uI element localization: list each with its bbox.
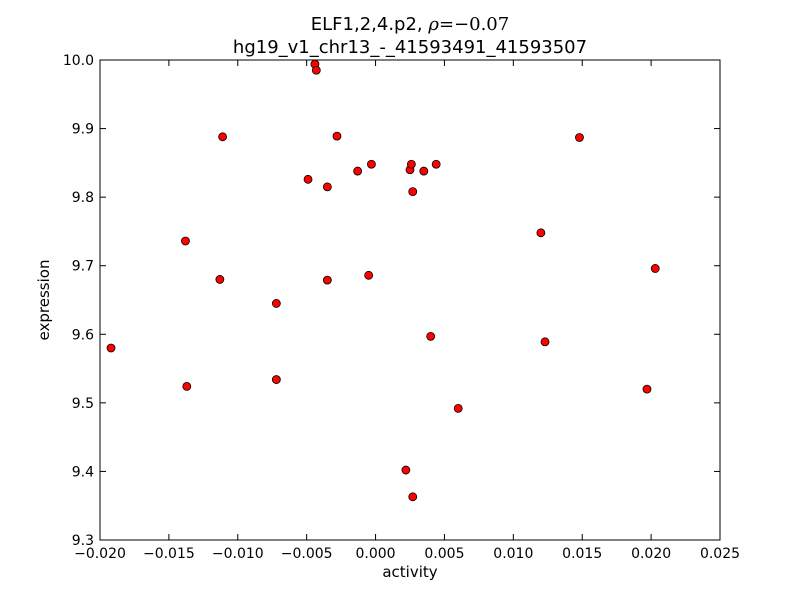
- y-tick-label: 9.5: [72, 396, 94, 412]
- scatter-point: [575, 133, 584, 142]
- scatter-point: [536, 228, 546, 238]
- x-tick-label: −0.020: [74, 546, 126, 562]
- scatter-point: [322, 182, 332, 192]
- scatter-point: [353, 166, 363, 176]
- x-tick-label: −0.015: [143, 546, 195, 562]
- scatter-point: [106, 343, 116, 353]
- plot-frame: [99, 59, 721, 541]
- y-tick-label: 9.6: [72, 327, 94, 343]
- y-tick-label: 9.8: [72, 190, 94, 206]
- x-tick-label: −0.010: [212, 546, 264, 562]
- scatter-point: [401, 465, 411, 475]
- scatter-point: [419, 166, 429, 176]
- scatter-point: [322, 275, 332, 285]
- scatter-point: [642, 384, 652, 394]
- scatter-point: [650, 264, 660, 273]
- x-tick-label: −0.005: [281, 546, 333, 562]
- x-tick-label: 0.020: [631, 546, 671, 562]
- scatter-point: [311, 65, 321, 75]
- y-tick-label: 9.3: [72, 533, 94, 549]
- scatter-point: [453, 403, 463, 413]
- scatter-point: [364, 270, 374, 280]
- plot-area: [100, 60, 720, 540]
- scatter-point: [271, 375, 281, 384]
- scatter-point: [182, 381, 192, 391]
- scatter-point: [431, 159, 441, 169]
- y-tick-label: 9.7: [72, 259, 94, 275]
- x-axis-label: activity: [382, 563, 437, 581]
- x-tick-label: 0.005: [424, 546, 464, 562]
- chart-title-line2: hg19_v1_chr13_-_41593491_41593507: [233, 37, 587, 58]
- scatter-point: [218, 132, 228, 142]
- data-points: [106, 59, 660, 502]
- x-tick-label: 0.010: [493, 546, 533, 562]
- y-tick-label: 10.0: [63, 53, 94, 69]
- x-tick-label: 0.025: [700, 546, 740, 562]
- scatter-point: [181, 236, 190, 246]
- chart-title-line1: ELF1,2,4.p2, ρ=−0.07: [311, 14, 509, 35]
- y-tick-label: 9.9: [72, 122, 94, 138]
- scatter-point: [271, 299, 281, 308]
- x-tick-label: 0.015: [562, 546, 602, 562]
- axis-ticks: −0.020 −0.015 −0.010 −0.005 0.000 0.005 0.010 0…: [63, 53, 740, 562]
- scatter-point: [367, 159, 376, 169]
- scatter-point: [408, 187, 418, 197]
- scatter-point: [426, 331, 436, 341]
- scatter-point: [540, 337, 550, 347]
- y-tick-label: 9.4: [72, 464, 94, 480]
- x-tick-label: 0.000: [356, 546, 396, 562]
- y-axis-label: expression: [35, 260, 53, 341]
- scatter-point: [408, 492, 418, 502]
- scatter-point: [215, 275, 225, 284]
- scatter-point: [332, 131, 342, 141]
- scatter-point: [406, 159, 416, 169]
- scatter-point: [303, 174, 313, 184]
